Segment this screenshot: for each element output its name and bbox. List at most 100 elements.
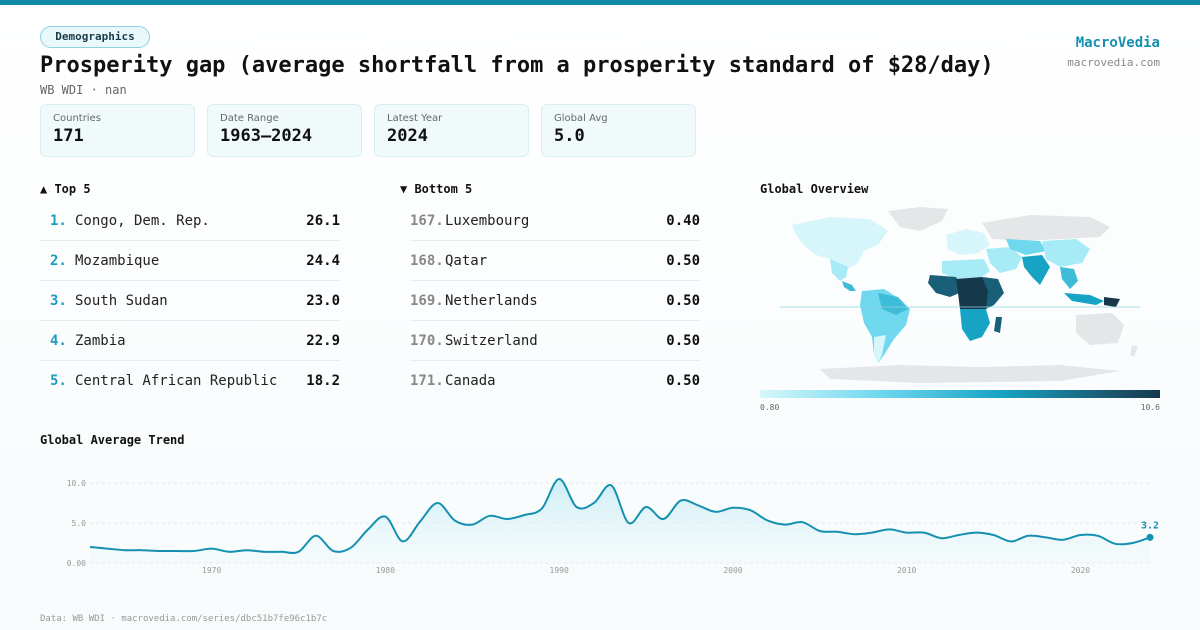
map-region-papua[interactable]	[1104, 297, 1120, 307]
country-value: 0.50	[666, 292, 700, 309]
map-region-southern-africa[interactable]	[960, 309, 990, 341]
list-item[interactable]: 4. Zambia 22.9	[40, 321, 340, 361]
stat-label: Global Avg	[554, 113, 608, 124]
country-name: Netherlands	[445, 292, 538, 309]
country-name: Luxembourg	[445, 212, 530, 229]
list-item[interactable]: 168. Qatar 0.50	[410, 241, 700, 281]
list-item[interactable]: 170. Switzerland 0.50	[410, 321, 700, 361]
country-value: 0.50	[666, 252, 700, 269]
stat-card-countries: Countries 171	[40, 104, 195, 157]
x-tick-label: 1990	[550, 566, 569, 575]
x-tick-label: 2010	[897, 566, 916, 575]
top-accent-bar	[0, 0, 1200, 5]
stat-label: Countries	[53, 113, 101, 124]
map-region-madagascar[interactable]	[994, 317, 1002, 333]
bottom5-list: 167. Luxembourg 0.40 168. Qatar 0.50 169…	[410, 201, 700, 401]
brand-name[interactable]: MacroVedia	[1075, 35, 1160, 51]
map-region-east-asia[interactable]	[1042, 239, 1090, 267]
rank-number: 3.	[50, 292, 67, 309]
map-region-australia[interactable]	[1076, 313, 1124, 345]
country-name: Switzerland	[445, 332, 538, 349]
map-region-north-america[interactable]	[792, 217, 888, 269]
x-tick-label: 1980	[376, 566, 395, 575]
rank-number: 5.	[50, 373, 67, 389]
map-region-mexico[interactable]	[830, 259, 848, 281]
country-value: 0.40	[666, 212, 700, 229]
country-value: 0.50	[666, 332, 700, 349]
map-region-south-asia[interactable]	[1022, 255, 1050, 285]
list-item[interactable]: 5. Central African Republic 18.2	[40, 361, 340, 401]
stat-value: 5.0	[554, 126, 585, 146]
country-name: Central African Republic	[75, 373, 278, 389]
rank-number: 167.	[410, 212, 444, 229]
map-region-europe[interactable]	[946, 229, 990, 255]
map-heading: Global Overview	[760, 182, 869, 196]
rank-number: 171.	[410, 373, 444, 389]
stat-card-global-avg: Global Avg 5.0	[541, 104, 696, 157]
x-tick-label: 2020	[1071, 566, 1090, 575]
country-value: 18.2	[306, 373, 340, 389]
stats-row: Countries 171 Date Range 1963–2024 Lates…	[40, 104, 696, 157]
map-region-indonesia[interactable]	[1064, 293, 1104, 305]
stat-value: 1963–2024	[220, 126, 313, 146]
legend-max-label: 10.6	[1140, 403, 1160, 412]
map-region-antarctica[interactable]	[820, 365, 1120, 383]
brand-url[interactable]: macrovedia.com	[1067, 56, 1160, 69]
world-choropleth-map[interactable]	[760, 205, 1160, 385]
map-region-west-africa[interactable]	[928, 275, 964, 297]
stat-value: 171	[53, 126, 84, 146]
map-region-middle-east[interactable]	[986, 247, 1022, 273]
country-name: Mozambique	[75, 252, 160, 269]
country-name: Canada	[445, 373, 496, 389]
country-value: 0.50	[666, 373, 700, 389]
country-value: 22.9	[306, 332, 340, 349]
map-region-central-asia[interactable]	[1006, 239, 1046, 255]
list-item[interactable]: 171. Canada 0.50	[410, 361, 700, 401]
x-tick-label: 2000	[723, 566, 742, 575]
country-name: South Sudan	[75, 292, 168, 309]
map-region-central-america[interactable]	[842, 281, 856, 291]
x-tick-label: 1970	[202, 566, 221, 575]
top5-list: 1. Congo, Dem. Rep. 26.1 2. Mozambique 2…	[40, 201, 340, 401]
map-region-southeast-asia[interactable]	[1060, 267, 1078, 289]
rank-number: 2.	[50, 252, 67, 269]
list-item[interactable]: 167. Luxembourg 0.40	[410, 201, 700, 241]
stat-card-date-range: Date Range 1963–2024	[207, 104, 362, 157]
trend-last-label: 3.2	[1141, 520, 1159, 531]
world-map-svg	[780, 207, 1140, 383]
trend-heading: Global Average Trend	[40, 433, 185, 447]
bottom5-heading: ▼ Bottom 5	[400, 182, 473, 196]
stat-card-latest-year: Latest Year 2024	[374, 104, 529, 157]
country-value: 24.4	[306, 252, 340, 269]
trend-last-point	[1146, 533, 1154, 541]
map-region-east-africa[interactable]	[982, 277, 1004, 309]
top5-heading: ▲ Top 5	[40, 182, 91, 196]
list-item[interactable]: 169. Netherlands 0.50	[410, 281, 700, 321]
map-region-north-africa[interactable]	[942, 259, 990, 279]
trend-chart[interactable]: 0.00 5.0 10.0 1970 1980 1990 2000 2010 2020 3.2	[40, 455, 1160, 580]
rank-number: 1.	[50, 212, 67, 229]
list-item[interactable]: 2. Mozambique 24.4	[40, 241, 340, 281]
category-tag[interactable]: Demographics	[40, 26, 150, 48]
footer-source: Data: WB WDI · macrovedia.com/series/dbc…	[40, 614, 328, 624]
trend-area	[90, 478, 1150, 563]
country-name: Congo, Dem. Rep.	[75, 212, 210, 229]
map-color-legend	[760, 390, 1160, 398]
page-subtitle: WB WDI · nan	[40, 83, 127, 97]
map-region-greenland[interactable]	[888, 207, 948, 231]
map-region-brazil-north[interactable]	[878, 293, 908, 315]
trend-line	[89, 478, 1151, 554]
legend-min-label: 0.80	[760, 403, 780, 412]
map-region-south-cone[interactable]	[874, 335, 886, 363]
rank-number: 168.	[410, 252, 444, 269]
stat-label: Latest Year	[387, 113, 443, 124]
country-name: Qatar	[445, 252, 488, 269]
list-item[interactable]: 1. Congo, Dem. Rep. 26.1	[40, 201, 340, 241]
map-region-russia[interactable]	[982, 215, 1110, 241]
map-region-new-zealand[interactable]	[1130, 345, 1138, 357]
list-item[interactable]: 3. South Sudan 23.0	[40, 281, 340, 321]
page-title: Prosperity gap (average shortfall from a…	[40, 53, 994, 78]
stat-label: Date Range	[220, 113, 279, 124]
rank-number: 4.	[50, 332, 67, 349]
stat-value: 2024	[387, 126, 428, 146]
